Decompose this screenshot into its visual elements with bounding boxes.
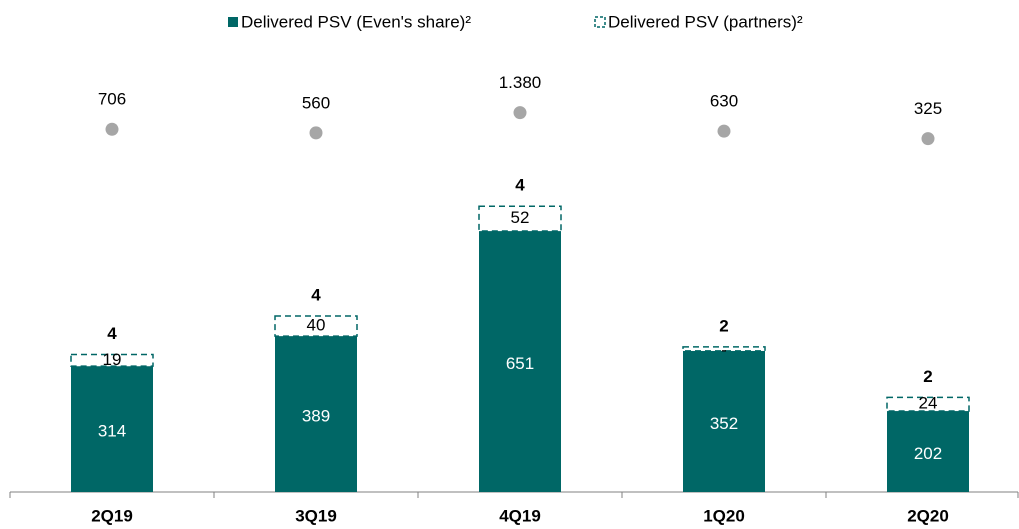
bar-segment [275,336,357,492]
bar-segment [682,346,766,352]
x-tick-label: 2Q20 [907,506,949,525]
dot [717,124,731,138]
count-label: 4 [515,176,525,195]
x-tick-label: 3Q19 [295,506,337,525]
segment-label: 24 [919,394,938,413]
x-tick-label: 2Q19 [91,506,133,525]
dot [309,126,323,140]
dot-label: 1.380 [499,73,542,92]
legend-label: Delivered PSV (partners)² [608,12,803,31]
segment-label: 651 [506,354,534,373]
segment-label: 19 [103,350,122,369]
legend-swatch [228,17,238,27]
segment-label: - [721,340,727,359]
dot [921,132,935,146]
x-tick-label: 1Q20 [703,506,745,525]
x-tick-label: 4Q19 [499,506,541,525]
count-label: 4 [311,286,321,305]
bar-segment [887,411,969,492]
segment-label: 40 [307,316,326,335]
dot [513,106,527,120]
legend-label: Delivered PSV (Even's share)² [241,12,471,31]
bar-segment [886,396,970,412]
bar-segment [71,366,153,492]
dot-label: 706 [98,90,126,109]
bar-segment [683,350,765,492]
segment-label: 389 [302,407,330,426]
segment-label: 52 [511,208,530,227]
bar-segment [478,205,562,232]
dot [105,122,119,136]
segment-label: 352 [710,414,738,433]
bar-segment [479,231,561,492]
count-label: 4 [107,324,117,343]
bar-segment [274,315,358,337]
count-label: 2 [719,316,728,335]
dot-label: 560 [302,93,330,112]
segment-label: 314 [98,422,126,441]
dot-label: 325 [914,99,942,118]
bar-segment [70,353,154,367]
dot-label: 630 [710,92,738,111]
legend-swatch [594,16,606,28]
count-label: 2 [923,367,932,386]
segment-label: 202 [914,444,942,463]
